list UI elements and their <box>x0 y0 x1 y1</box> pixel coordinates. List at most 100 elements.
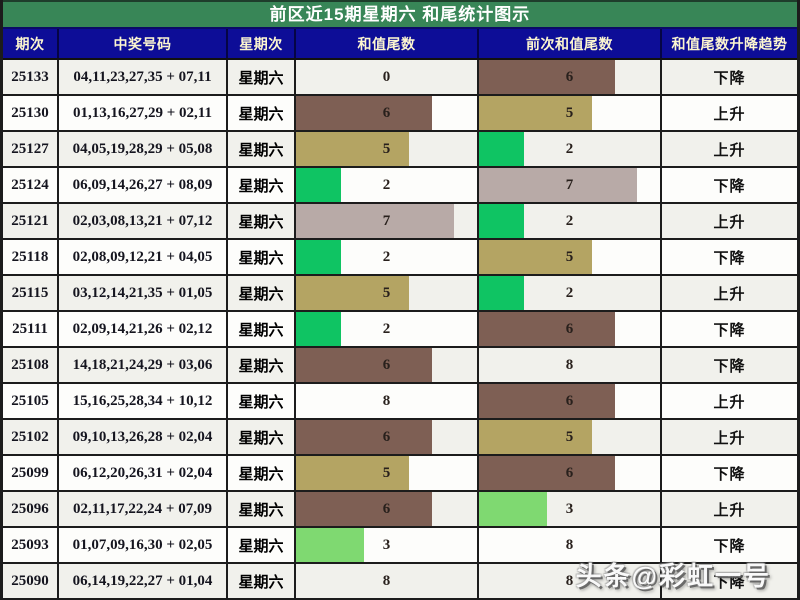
numbers-cell: 15,16,25,28,34 + 10,12 <box>59 384 228 418</box>
period-cell: 25096 <box>3 492 59 526</box>
period-cell: 25127 <box>3 132 59 166</box>
prev-tail-bar <box>479 492 547 526</box>
period-cell: 25130 <box>3 96 59 130</box>
tail-bar <box>296 312 342 346</box>
period-cell: 25121 <box>3 204 59 238</box>
numbers-cell: 03,12,14,21,35 + 01,05 <box>59 276 228 310</box>
table-body: 25133 04,11,23,27,35 + 07,11 星期六 0 6 下降 25130 0… <box>3 60 797 600</box>
weekday-cell: 星期六 <box>228 348 296 382</box>
trend-cell: 下降 <box>662 168 797 202</box>
tail-cell-value: 0 <box>382 68 391 85</box>
table-row: 25115 03,12,14,21,35 + 01,05 星期六 5 2 上升 <box>3 276 797 312</box>
numbers-cell: 06,09,14,26,27 + 08,09 <box>59 168 228 202</box>
numbers-cell: 01,07,09,16,30 + 02,05 <box>59 528 228 562</box>
tail-bar <box>296 240 342 274</box>
prev-tail-cell: 8 <box>479 348 662 382</box>
prev-tail-cell-value: 7 <box>565 176 574 193</box>
tail-cell-value: 2 <box>382 248 391 265</box>
prev-tail-cell-value: 8 <box>565 536 574 553</box>
prev-tail-cell: 8 <box>479 528 662 562</box>
prev-tail-cell-value: 8 <box>565 572 574 589</box>
tail-cell-value: 2 <box>382 176 391 193</box>
tail-cell-value: 3 <box>382 536 391 553</box>
prev-tail-cell-value: 2 <box>565 284 574 301</box>
tail-cell: 7 <box>296 204 479 238</box>
tail-cell-value: 6 <box>382 428 391 445</box>
numbers-cell: 02,09,14,21,26 + 02,12 <box>59 312 228 346</box>
tail-cell-value: 8 <box>382 392 391 409</box>
column-header-period: 期次 <box>3 29 59 58</box>
prev-tail-cell-value: 6 <box>565 68 574 85</box>
table-header-row: 期次 中奖号码 星期次 和值尾数 前次和值尾数 和值尾数升降趋势 <box>3 29 797 60</box>
numbers-cell: 02,08,09,12,21 + 04,05 <box>59 240 228 274</box>
prev-tail-cell-value: 3 <box>565 500 574 517</box>
watermark: 头条@彩虹一号 <box>575 561 771 591</box>
prev-tail-cell-value: 2 <box>565 212 574 229</box>
trend-cell: 上升 <box>662 276 797 310</box>
prev-tail-cell-value: 5 <box>565 428 574 445</box>
prev-tail-cell: 7 <box>479 168 662 202</box>
prev-tail-cell-value: 8 <box>565 356 574 373</box>
weekday-cell: 星期六 <box>228 384 296 418</box>
prev-tail-cell: 6 <box>479 60 662 94</box>
prev-tail-bar <box>479 60 615 94</box>
tail-cell: 5 <box>296 132 479 166</box>
table-row: 25105 15,16,25,28,34 + 10,12 星期六 8 6 上升 <box>3 384 797 420</box>
weekday-cell: 星期六 <box>228 312 296 346</box>
tail-cell: 6 <box>296 96 479 130</box>
period-cell: 25133 <box>3 60 59 94</box>
prev-tail-cell-value: 6 <box>565 464 574 481</box>
prev-tail-bar <box>479 384 615 418</box>
prev-tail-cell: 2 <box>479 132 662 166</box>
prev-tail-bar <box>479 204 525 238</box>
prev-tail-bar <box>479 240 593 274</box>
numbers-cell: 04,05,19,28,29 + 05,08 <box>59 132 228 166</box>
trend-cell: 下降 <box>662 564 797 598</box>
prev-tail-cell: 2 <box>479 204 662 238</box>
prev-tail-bar <box>479 312 615 346</box>
tail-bar <box>296 96 432 130</box>
prev-tail-cell-value: 2 <box>565 140 574 157</box>
trend-cell: 上升 <box>662 132 797 166</box>
weekday-cell: 星期六 <box>228 96 296 130</box>
weekday-cell: 星期六 <box>228 276 296 310</box>
tail-cell: 2 <box>296 168 479 202</box>
tail-cell: 6 <box>296 348 479 382</box>
trend-cell: 上升 <box>662 384 797 418</box>
period-cell: 25111 <box>3 312 59 346</box>
weekday-cell: 星期六 <box>228 132 296 166</box>
weekday-cell: 星期六 <box>228 492 296 526</box>
weekday-cell: 星期六 <box>228 564 296 598</box>
tail-bar <box>296 276 410 310</box>
numbers-cell: 02,03,08,13,21 + 07,12 <box>59 204 228 238</box>
tail-cell-value: 6 <box>382 104 391 121</box>
period-cell: 25118 <box>3 240 59 274</box>
column-header-trend: 和值尾数升降趋势 <box>671 35 788 52</box>
tail-cell: 5 <box>296 276 479 310</box>
prev-tail-cell: 6 <box>479 456 662 490</box>
prev-tail-cell: 5 <box>479 240 662 274</box>
tail-bar <box>296 204 455 238</box>
prev-tail-cell-value: 5 <box>565 104 574 121</box>
period-cell: 25105 <box>3 384 59 418</box>
tail-cell-value: 7 <box>382 212 391 229</box>
tail-cell-value: 5 <box>382 284 391 301</box>
trend-cell: 上升 <box>662 204 797 238</box>
prev-tail-cell: 5 <box>479 96 662 130</box>
trend-cell: 上升 <box>662 420 797 454</box>
period-cell: 25090 <box>3 564 59 598</box>
prev-tail-cell: 6 <box>479 384 662 418</box>
numbers-cell: 09,10,13,26,28 + 02,04 <box>59 420 228 454</box>
prev-tail-cell: 5 <box>479 420 662 454</box>
weekday-cell: 星期六 <box>228 204 296 238</box>
tail-bar <box>296 168 342 202</box>
weekday-cell: 星期六 <box>228 456 296 490</box>
table-row: 25124 06,09,14,26,27 + 08,09 星期六 2 7 下降 <box>3 168 797 204</box>
tail-bar <box>296 132 410 166</box>
table-row: 25118 02,08,09,12,21 + 04,05 星期六 2 5 下降 <box>3 240 797 276</box>
table-row: 25093 01,07,09,16,30 + 02,05 星期六 3 8 下降 <box>3 528 797 564</box>
trend-cell: 上升 <box>662 96 797 130</box>
tail-cell: 2 <box>296 240 479 274</box>
tail-cell: 0 <box>296 60 479 94</box>
weekday-cell: 星期六 <box>228 168 296 202</box>
